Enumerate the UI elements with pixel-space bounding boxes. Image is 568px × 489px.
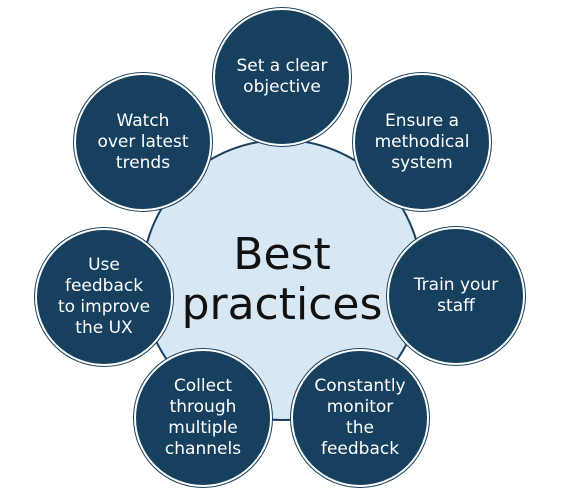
node-line: staff [437,296,475,316]
node-line: to improve [57,297,151,317]
node-watch-trends: Watch over latest trends [74,73,212,211]
node-line: methodical [374,131,470,152]
node-line: channels [164,439,242,459]
node-line: over latest [97,131,189,152]
center-title-line-2: practices [181,279,383,330]
node-train-staff: Train your staff [387,227,525,365]
node-line: Use [88,255,120,275]
node-line: through [169,397,237,417]
node-line: multiple [168,418,238,438]
node-line: system [391,152,453,173]
center-title: Best practices [141,139,423,421]
node-line: the UX [75,318,133,338]
node-line: feedback [320,439,400,459]
node-line: Collect [173,376,233,396]
node-line: Train your [413,275,499,295]
node-collect-channels: Collect through multiple channels [134,349,272,487]
node-line: objective [243,77,321,97]
node-line: monitor [326,397,394,417]
node-line: Constantly [314,376,406,396]
node-improve-ux: Use feedback to improve the UX [35,228,173,366]
center-title-line-1: Best [233,229,331,280]
node-line: feedback [64,276,144,296]
node-line: Ensure a [384,110,460,131]
node-monitor-feedback: Constantly monitor the feedback [291,349,429,487]
node-line: the [346,418,374,438]
node-set-objective: Set a clear objective [213,8,351,146]
node-ensure-system: Ensure a methodical system [353,73,491,211]
node-line: Set a clear [236,56,328,76]
node-line: Watch [116,110,170,131]
node-line: trends [115,152,171,173]
